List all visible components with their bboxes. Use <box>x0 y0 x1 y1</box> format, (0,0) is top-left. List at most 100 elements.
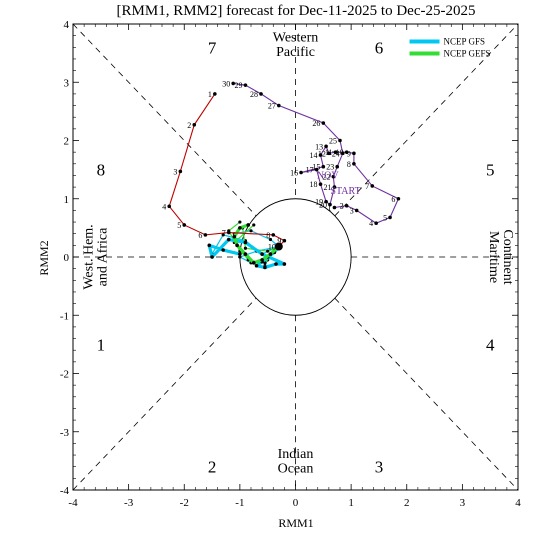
y-tick-label: 1 <box>64 194 70 206</box>
y-tick-label: -3 <box>60 427 70 439</box>
observed-nov-point <box>388 215 392 220</box>
legend-entry: NCEP GFS <box>444 36 485 46</box>
observed-nov-day-label: 8 <box>347 160 351 169</box>
observed-nov-day-label: 9 <box>347 149 351 158</box>
y-tick-label: 2 <box>64 136 70 148</box>
observed-nov-day-label: 26 <box>312 119 320 128</box>
gefs-member-point <box>238 220 242 224</box>
observed-nov-day-label: 13 <box>315 142 323 151</box>
observed-nov-day-label: 5 <box>383 213 387 222</box>
observed-dec-point <box>282 238 287 243</box>
diagonal-line <box>72 297 257 491</box>
observed-nov-day-label: 1 <box>327 203 331 212</box>
observed-nov-day-label: 7 <box>365 182 369 191</box>
observed-dec-day-label: 1 <box>208 90 212 99</box>
x-tick-label: 4 <box>515 497 521 509</box>
y-tick-label: 4 <box>64 19 70 31</box>
observed-nov-point <box>370 184 375 188</box>
phase-label: 4 <box>486 335 495 354</box>
gefs-forecast-point <box>243 252 248 256</box>
observed-nov-day-label: 29 <box>234 81 242 90</box>
gfs-forecast-point <box>221 248 225 252</box>
gefs-forecast-point <box>260 258 264 262</box>
phase-label: 7 <box>208 38 217 57</box>
diagonal-line <box>72 23 257 217</box>
x-tick-label: 1 <box>348 497 354 509</box>
observed-dec-day-label: 8 <box>266 231 270 240</box>
observed-nov-point <box>327 151 331 156</box>
observed-nov-day-label: 22 <box>322 173 330 182</box>
observed-nov-point <box>314 167 319 172</box>
region-label: Western <box>273 30 319 45</box>
chart-title: [RMM1, RMM2] forecast for Dec-11-2025 to… <box>117 3 476 19</box>
observed-nov-point <box>331 174 336 179</box>
observed-nov-point <box>396 196 401 201</box>
region-label: Continent <box>500 229 515 284</box>
observed-nov-point <box>328 202 332 207</box>
observed-dec-day-label: 9 <box>277 237 281 246</box>
observed-nov-day-label: 20 <box>319 201 327 210</box>
observed-dec-day-label: 7 <box>222 229 226 238</box>
x-tick-label: 0 <box>293 497 299 509</box>
observed-nov-day-label: 30 <box>222 79 230 88</box>
gefs-forecast-point <box>235 243 239 248</box>
observed-dec-day-label: 10 <box>268 243 276 252</box>
gefs-forecast-point <box>251 261 256 265</box>
x-tick-label: -1 <box>235 497 244 509</box>
observed-nov-point <box>335 164 340 169</box>
observed-nov-point <box>333 150 338 154</box>
region-label: Pacific <box>276 45 315 60</box>
gefs-member-point <box>252 223 256 227</box>
gfs-member-point <box>238 255 242 259</box>
diagonal-line <box>334 23 519 217</box>
phase-label: 6 <box>375 38 384 57</box>
gefs-forecast-point <box>232 234 237 239</box>
region-label: Indian <box>278 447 314 462</box>
gfs-member-point <box>249 229 253 233</box>
observed-nov-day-label: 4 <box>369 219 373 228</box>
observed-nov-day-label: 2 <box>340 202 344 211</box>
observed-nov-point <box>318 182 323 186</box>
x-tick-label: 2 <box>404 497 410 509</box>
observed-dec-day-label: 2 <box>187 121 191 130</box>
gfs-forecast-point <box>282 262 287 266</box>
gfs-forecast-point <box>260 252 264 256</box>
gefs-member-point <box>243 246 248 250</box>
y-tick-label: -4 <box>60 485 70 497</box>
observed-nov-point <box>344 203 349 208</box>
observed-nov-point <box>321 164 326 169</box>
observed-nov-point <box>277 103 281 108</box>
observed-nov-day-label: 27 <box>268 102 276 111</box>
gfs-forecast-point <box>210 255 214 259</box>
region-label: Ocean <box>278 462 314 477</box>
observed-dec-day-label: 4 <box>162 202 166 211</box>
observed-nov-day-label: 6 <box>391 195 395 204</box>
observed-nov-point <box>338 138 342 143</box>
legend-entry: NCEP GEFS <box>444 48 491 58</box>
x-tick-label: -3 <box>124 497 134 509</box>
observed-nov-point <box>299 170 303 175</box>
observed-nov-point <box>321 121 326 125</box>
observed-nov-point <box>340 151 345 156</box>
x-axis-label: RMM1 <box>278 516 313 530</box>
observed-nov-line <box>233 82 400 224</box>
observed-dec-point <box>226 230 231 235</box>
x-tick-label: 3 <box>460 497 466 509</box>
y-tick-label: -2 <box>60 369 69 381</box>
observed-nov-point <box>259 92 263 96</box>
region-label: West. Hem. <box>81 224 96 289</box>
observed-nov-point <box>332 185 337 189</box>
observed-nov-day-label: 21 <box>323 183 331 192</box>
observed-nov-point <box>354 208 359 213</box>
observed-nov-day-label: 16 <box>290 169 298 178</box>
observed-dec-point <box>182 223 187 227</box>
gfs-forecast-point <box>238 252 242 256</box>
x-tick-label: -4 <box>68 497 78 509</box>
region-label: and Africa <box>95 227 110 286</box>
annotation-label: NOV <box>317 170 339 181</box>
diagonal-line <box>334 297 519 491</box>
observed-nov-day-label: 28 <box>250 90 258 99</box>
y-tick-label: 3 <box>64 77 70 89</box>
